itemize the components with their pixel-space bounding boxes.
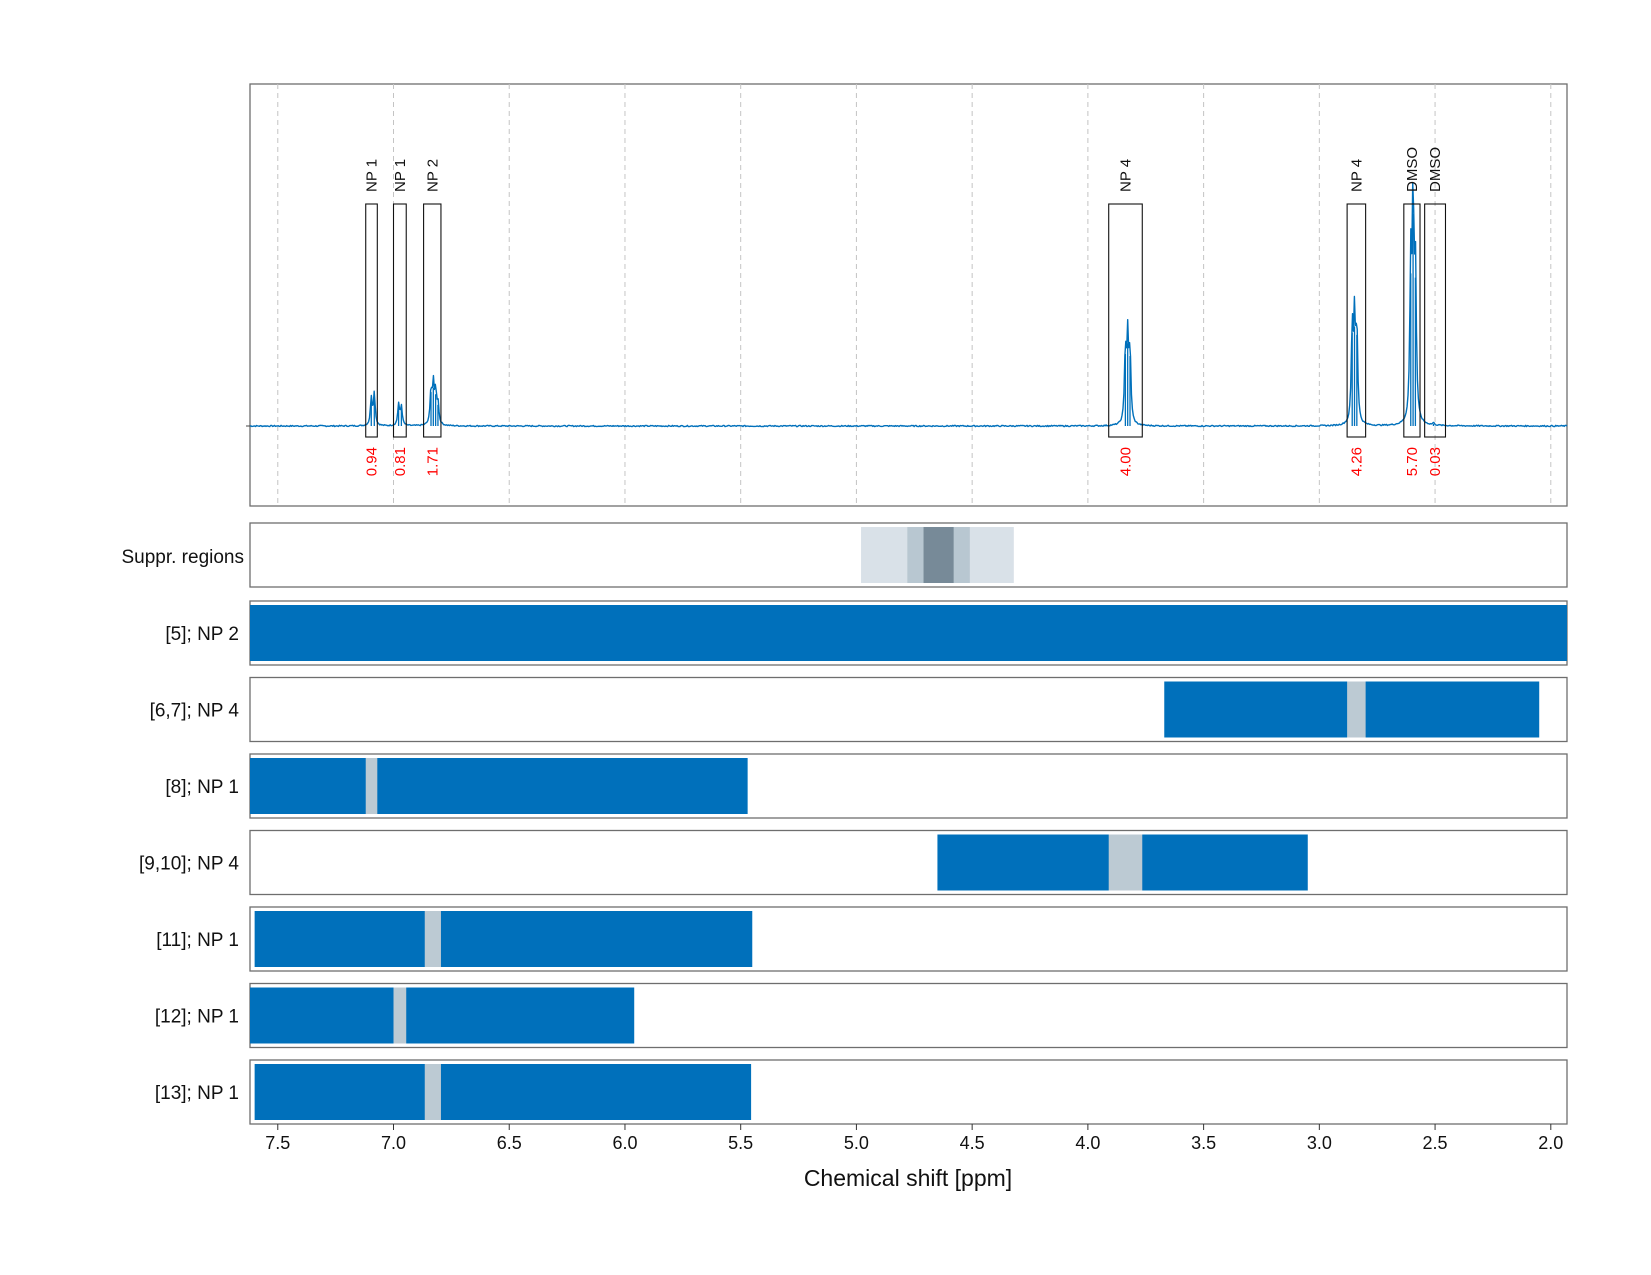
annotation-box [1424, 203, 1447, 438]
x-axis-label: Chemical shift [ppm] [804, 1165, 1012, 1191]
integral-value: 1.71 [424, 447, 441, 476]
annotation-box [1403, 203, 1421, 438]
annotation-label: NP 1 [364, 159, 381, 192]
annotation-box [392, 203, 407, 438]
x-tick-label: 6.5 [497, 1133, 522, 1153]
annotation-label: NP 1 [392, 159, 409, 192]
track-bar [250, 605, 1567, 661]
track-label: [12]; NP 1 [155, 1007, 239, 1028]
x-tick-label: 2.5 [1423, 1133, 1448, 1153]
annotation-box [1108, 203, 1143, 438]
x-tick-label: 4.5 [960, 1133, 985, 1153]
x-tick-label: 2.0 [1538, 1133, 1563, 1153]
integral-value: 0.81 [392, 447, 409, 476]
x-tick-label: 5.0 [844, 1133, 869, 1153]
x-tick-label: 6.0 [612, 1133, 637, 1153]
track-gap [365, 758, 378, 814]
integral-value: 4.26 [1348, 447, 1365, 476]
integral-value: 4.00 [1117, 447, 1134, 476]
suppression-regions-label: Suppr. regions [121, 547, 244, 568]
annotation-layer: NP 1 0.94 NP 1 0.81 NP 2 1.71 NP 4 4.00 NP 4 4.26… [364, 147, 1447, 476]
track-gap [1108, 834, 1143, 891]
integral-value: 0.03 [1427, 447, 1444, 476]
track-label: [5]; NP 2 [165, 624, 239, 645]
track-label: [11]; NP 1 [156, 930, 239, 951]
track-bar [250, 758, 748, 814]
suppression-regions-panel: Suppr. regions [121, 522, 1568, 588]
x-tick-label: 7.0 [381, 1133, 406, 1153]
annotation-label: NP 4 [1348, 159, 1365, 192]
track-bar [254, 911, 753, 967]
track-bar [254, 1064, 752, 1120]
suppression-bands [861, 527, 1014, 583]
integral-value: 5.70 [1404, 447, 1421, 476]
annotation-label: DMSO [1427, 147, 1444, 192]
annotation-label: NP 2 [424, 159, 441, 192]
track-label: [13]; NP 1 [155, 1083, 239, 1104]
spectrum-panel-frame [249, 83, 1568, 507]
x-ticks: 7.5 7.0 6.5 6.0 5.5 5.0 4.5 4.0 3.5 3.0 2.5 2.0 [265, 1124, 1563, 1153]
x-tick-label: 4.0 [1075, 1133, 1100, 1153]
annotation-box [423, 203, 442, 438]
track-label: [6,7]; NP 4 [150, 701, 240, 722]
multiplet-tracks: [5]; NP 2 [6,7]; NP 4 [8]; NP 1 [9,10]; NP … [139, 600, 1568, 1125]
track-frame [249, 829, 1568, 896]
annotation-label: NP 4 [1117, 159, 1134, 192]
track-gap [424, 911, 441, 967]
track-bar [250, 987, 635, 1044]
track-label: [9,10]; NP 4 [139, 854, 239, 875]
x-tick-label: 5.5 [728, 1133, 753, 1153]
annotation-box [1346, 203, 1367, 438]
track-gap [424, 1064, 441, 1120]
suppression-band [923, 527, 954, 583]
integral-value: 0.94 [364, 447, 381, 476]
spectrum-panel: NP 1 0.94 NP 1 0.81 NP 2 1.71 NP 4 4.00 NP 4 4.26… [246, 83, 1568, 507]
track-label: [8]; NP 1 [165, 777, 239, 798]
x-tick-label: 7.5 [265, 1133, 290, 1153]
x-axis: 7.5 7.0 6.5 6.0 5.5 5.0 4.5 4.0 3.5 3.0 2.5 2.0 Che… [265, 1124, 1563, 1191]
x-tick-label: 3.5 [1191, 1133, 1216, 1153]
x-tick-label: 3.0 [1307, 1133, 1332, 1153]
annotation-label: DMSO [1404, 147, 1421, 192]
annotation-box [365, 203, 378, 438]
track-gap [1347, 681, 1366, 738]
track-gap [393, 987, 407, 1044]
